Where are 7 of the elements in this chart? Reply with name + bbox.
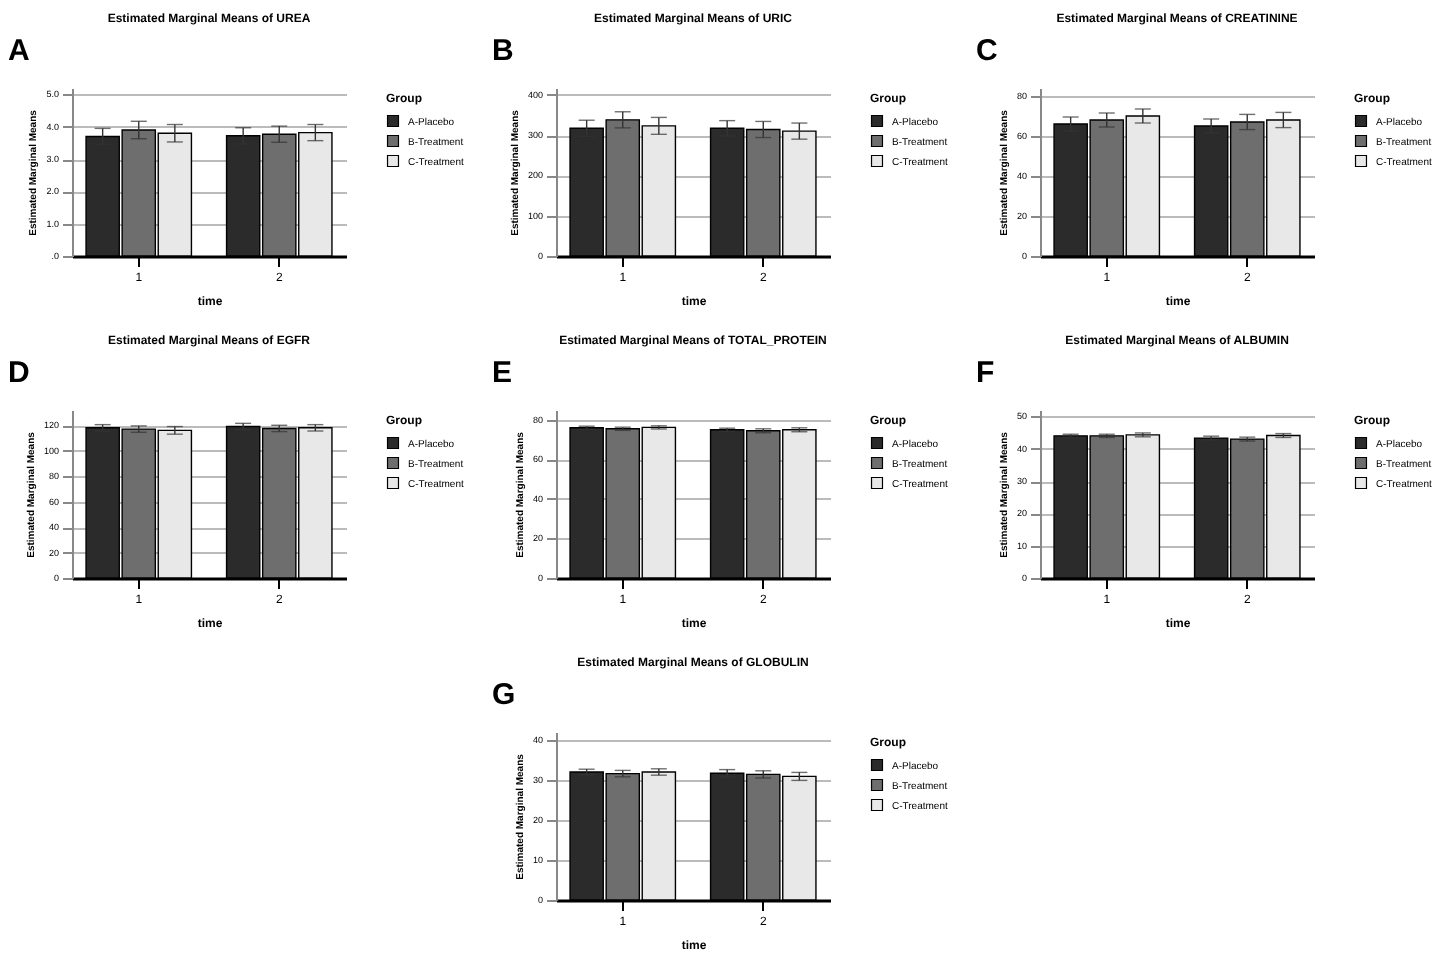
text: G [492, 678, 516, 712]
text: C [976, 34, 998, 68]
text: A [8, 34, 30, 68]
text: E [492, 356, 513, 390]
text: D [8, 356, 30, 390]
text: F [976, 356, 995, 390]
text: B [492, 34, 514, 68]
